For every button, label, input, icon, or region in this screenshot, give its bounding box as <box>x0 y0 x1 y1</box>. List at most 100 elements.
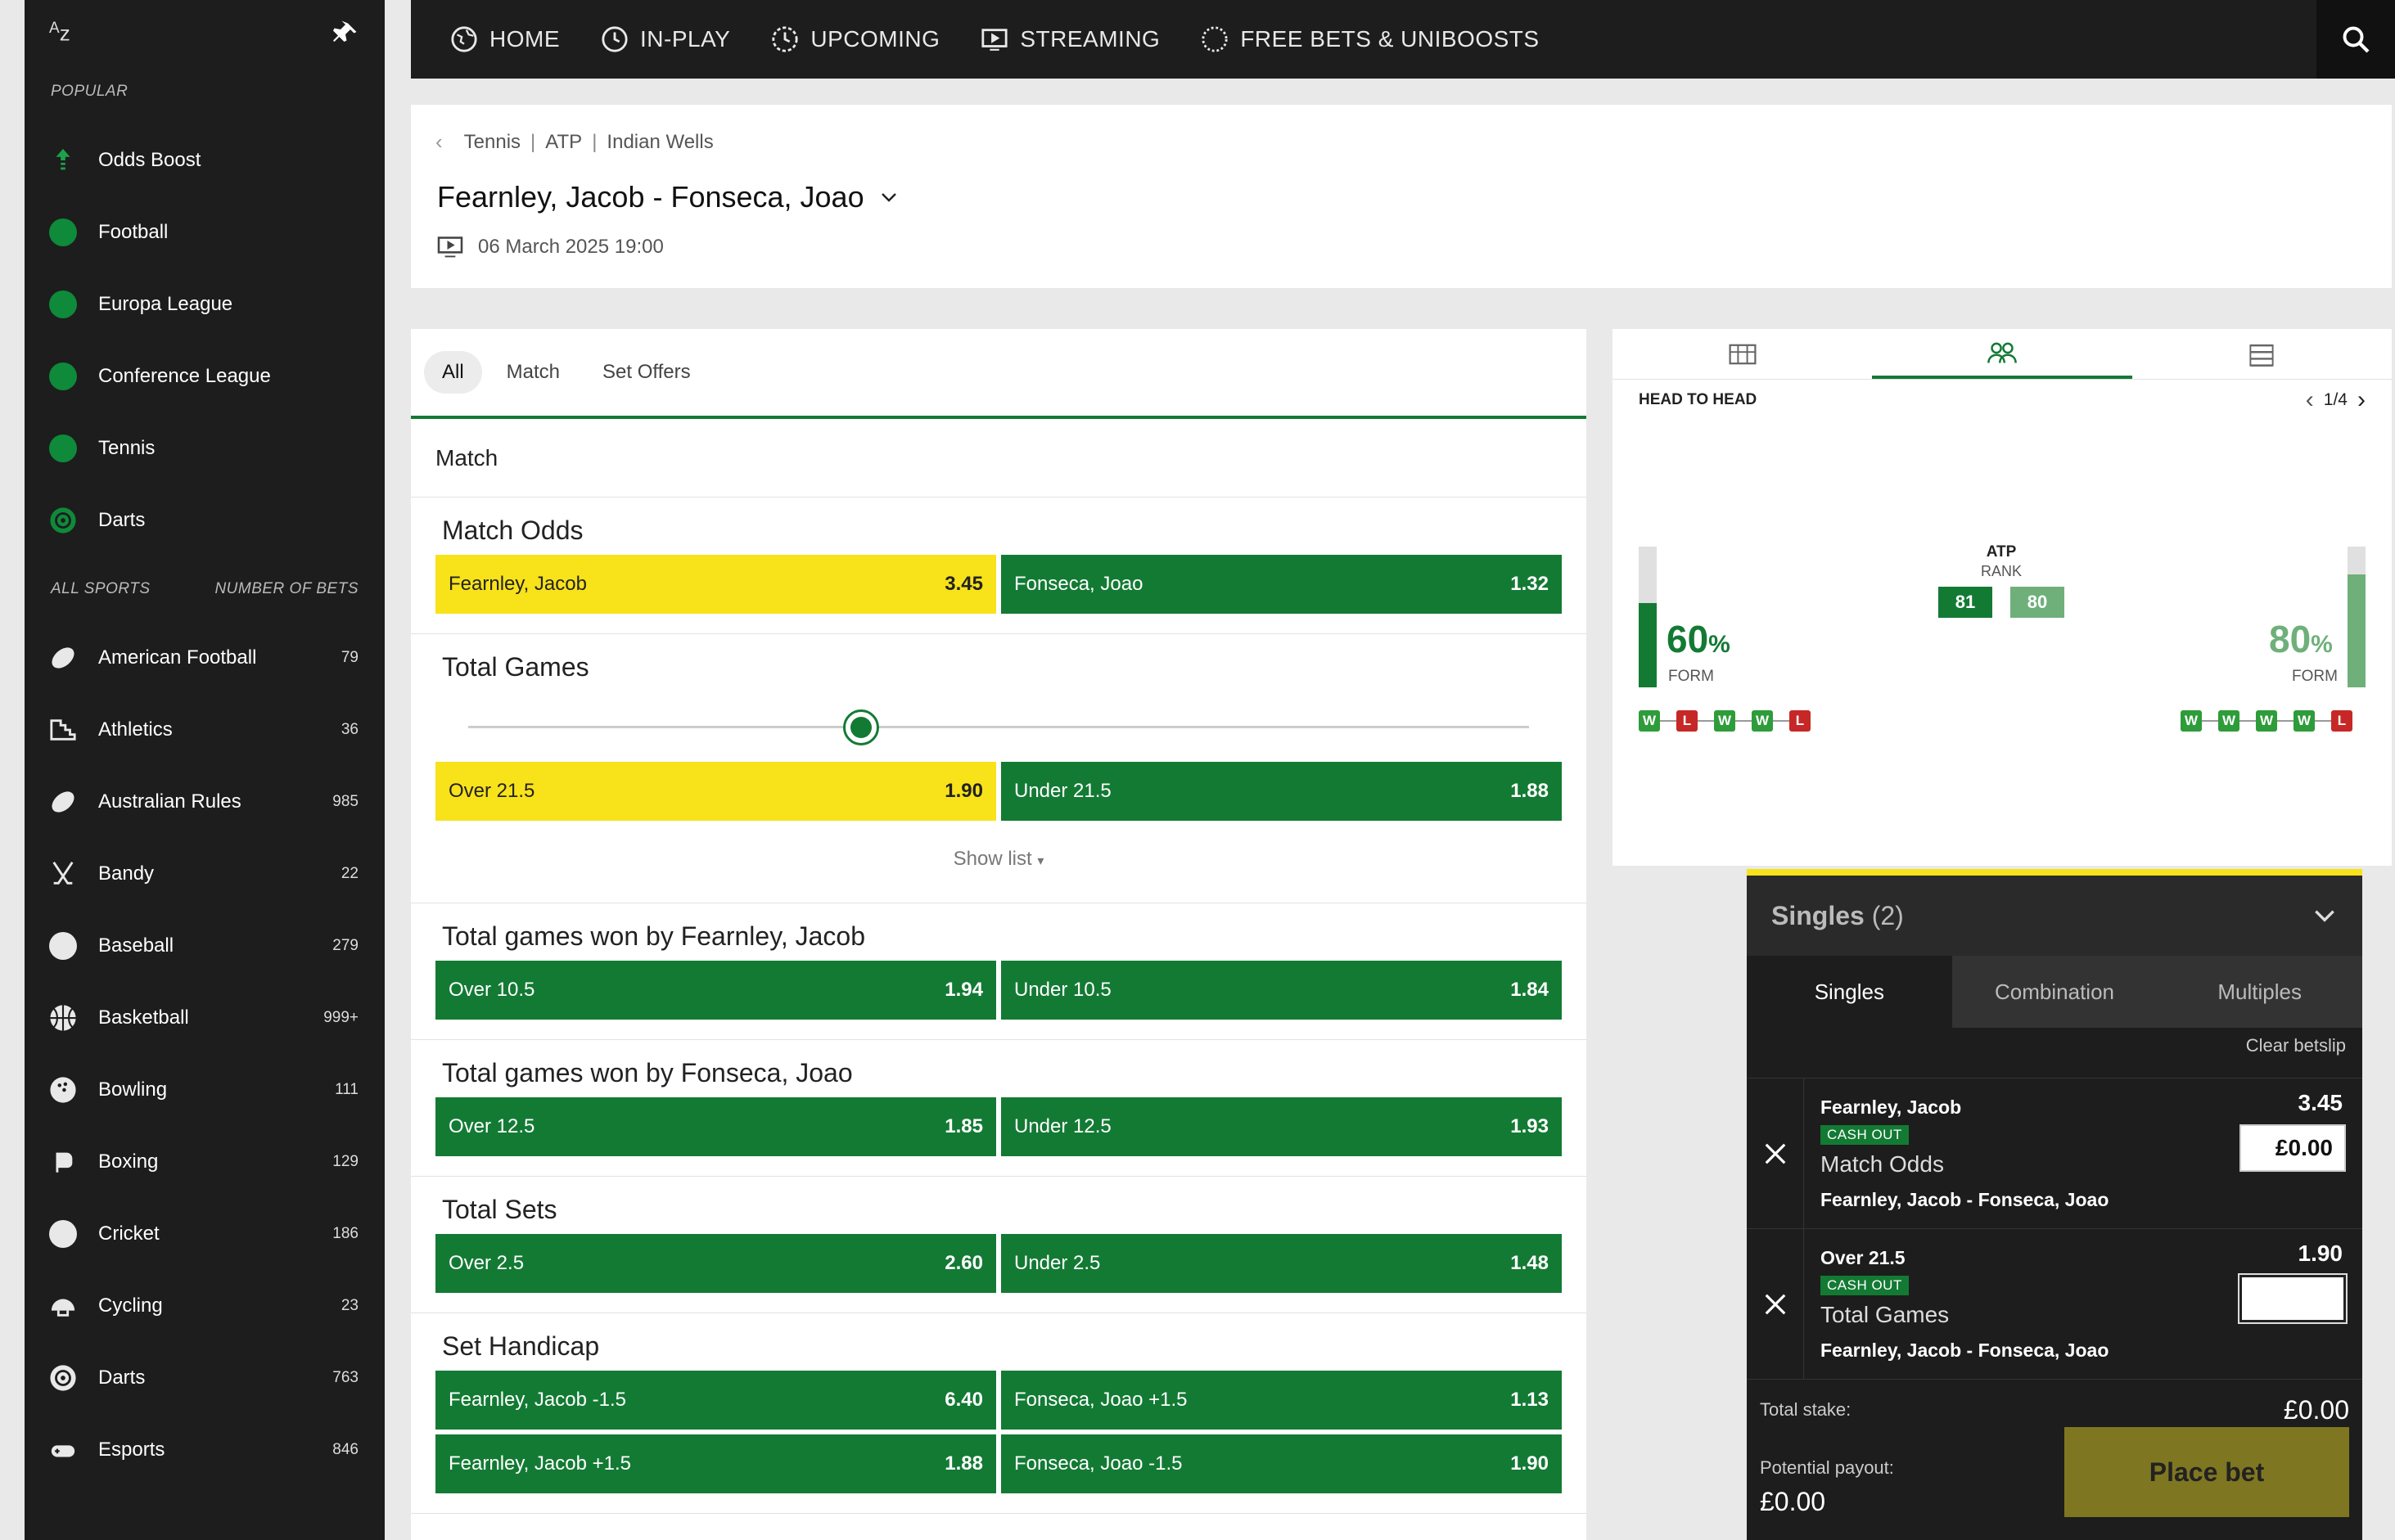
sidebar-item-label: Bowling <box>98 1078 168 1101</box>
odds-button[interactable]: Fonseca, Joao -1.5 1.90 <box>1001 1434 1562 1493</box>
event-title[interactable]: Fearnley, Jacob - Fonseca, Joao <box>437 180 899 214</box>
betslip-header[interactable]: Singles (2) <box>1747 876 2362 956</box>
boxing-glove-icon <box>56 1152 73 1173</box>
stake-input[interactable] <box>2238 1273 2348 1324</box>
sidebar-item-basketball[interactable]: Basketball 999+ <box>25 982 385 1054</box>
clear-betslip-link[interactable]: Clear betslip <box>1747 1028 2362 1078</box>
tab-multiples[interactable]: Multiples <box>2217 979 2302 1004</box>
baseball-icon <box>49 932 77 960</box>
back-chevron-icon[interactable]: ‹ <box>435 129 443 154</box>
odds-price: 1.32 <box>1510 573 1549 595</box>
odds-label: Over 12.5 <box>449 1115 535 1137</box>
football-icon <box>49 218 77 246</box>
sidebar-item-boxing[interactable]: Boxing 129 <box>25 1126 385 1198</box>
nav-home[interactable]: HOME <box>450 25 560 53</box>
tab-list[interactable] <box>2132 329 2392 379</box>
darts-icon <box>50 507 76 534</box>
tv-icon <box>437 236 463 258</box>
sidebar-item-label: Conference League <box>98 365 271 387</box>
stake-input[interactable] <box>2239 1124 2346 1172</box>
odds-button[interactable]: Fearnley, Jacob -1.5 6.40 <box>435 1371 996 1430</box>
sidebar-item-conference-league[interactable]: Conference League <box>25 340 385 412</box>
breadcrumb-tennis[interactable]: Tennis <box>463 130 521 153</box>
sidebar-item-athletics[interactable]: Athletics 36 <box>25 694 385 766</box>
section-header-match[interactable]: Match <box>411 419 1586 498</box>
scoreboard-icon <box>1729 344 1757 364</box>
search-button[interactable] <box>2316 0 2395 79</box>
list-icon <box>2249 344 2274 367</box>
away-form-percent-value: 80 <box>2269 618 2312 660</box>
odds-label: Fonseca, Joao +1.5 <box>1014 1389 1188 1411</box>
sidebar-item-australian-rules[interactable]: Australian Rules 985 <box>25 766 385 838</box>
breadcrumb-indian-wells[interactable]: Indian Wells <box>607 130 714 153</box>
nav-streaming[interactable]: STREAMING <box>981 25 1160 53</box>
number-of-bets-label: NUMBER OF BETS <box>214 580 359 597</box>
tab-match[interactable]: Match <box>506 361 561 383</box>
athletics-icon <box>50 719 76 741</box>
sidebar-item-cricket[interactable]: Cricket 186 <box>25 1198 385 1270</box>
bet-event: Fearnley, Jacob - Fonseca, Joao <box>1820 1189 2109 1210</box>
nav-label: UPCOMING <box>810 26 940 52</box>
tab-scoreboard[interactable] <box>1612 329 1872 379</box>
sidebar-item-europa-league[interactable]: Europa League <box>25 268 385 340</box>
total-games-slider[interactable] <box>435 691 1562 762</box>
tab-combination[interactable]: Combination <box>1995 979 2114 1004</box>
bet-details: Fearnley, Jacob CASH OUT Match Odds Fear… <box>1804 1078 2362 1228</box>
sidebar-item-football[interactable]: Football <box>25 196 385 268</box>
sidebar-item-bandy[interactable]: Bandy 22 <box>25 838 385 910</box>
pin-icon[interactable] <box>331 20 360 49</box>
result-connector <box>1735 720 1752 722</box>
odds-button[interactable]: Under 2.5 1.48 <box>1001 1234 1562 1293</box>
show-list-link[interactable]: Show list ▾ <box>435 826 1562 893</box>
tab-all[interactable]: All <box>424 351 482 394</box>
sidebar-item-label: Europa League <box>98 293 233 315</box>
tab-head-to-head[interactable] <box>1872 329 2132 379</box>
result-win-badge: W <box>2256 710 2277 732</box>
slider-handle[interactable] <box>842 709 879 745</box>
bet-selection: Over 21.5 <box>1820 1247 1906 1268</box>
nav-in-play[interactable]: IN-PLAY <box>601 25 730 53</box>
sidebar-item-odds-boost[interactable]: Odds Boost <box>25 124 385 196</box>
odds-button[interactable]: Fonseca, Joao +1.5 1.13 <box>1001 1371 1562 1430</box>
sidebar-item-american-football[interactable]: American Football 79 <box>25 622 385 694</box>
remove-bet-button[interactable] <box>1747 1078 1804 1228</box>
nav-upcoming[interactable]: UPCOMING <box>771 25 940 53</box>
chevron-right-icon[interactable]: › <box>2357 386 2366 413</box>
markets-panel: All Match Set Offers Match Match Odds Fe… <box>411 329 1586 1540</box>
odds-button[interactable]: Fearnley, Jacob +1.5 1.88 <box>435 1434 996 1493</box>
sidebar-item-tennis[interactable]: Tennis <box>25 412 385 484</box>
odds-button[interactable]: Fonseca, Joao 1.32 <box>1001 555 1562 614</box>
tab-set-offers[interactable]: Set Offers <box>602 361 691 383</box>
sidebar-item-bowling[interactable]: Bowling 111 <box>25 1054 385 1126</box>
odds-price: 1.93 <box>1510 1115 1549 1137</box>
event-datetime: 06 March 2025 19:00 <box>437 236 664 259</box>
tab-singles[interactable]: Singles <box>1747 956 1952 1028</box>
market-title: Total Games <box>442 652 589 682</box>
az-sort-icon[interactable]: Az <box>49 20 70 46</box>
odds-label: Fearnley, Jacob -1.5 <box>449 1389 626 1411</box>
place-bet-button[interactable]: Place bet <box>2064 1427 2349 1517</box>
sidebar-item-cycling[interactable]: Cycling 23 <box>25 1270 385 1342</box>
percent-sign: % <box>2311 631 2333 658</box>
chevron-down-icon[interactable] <box>2312 903 2338 929</box>
odds-button[interactable]: Over 2.5 2.60 <box>435 1234 996 1293</box>
odds-button[interactable]: Over 10.5 1.94 <box>435 961 996 1020</box>
tv-icon <box>981 29 1008 51</box>
odds-button[interactable]: Over 12.5 1.85 <box>435 1097 996 1156</box>
odds-button[interactable]: Under 12.5 1.93 <box>1001 1097 1562 1156</box>
odds-button[interactable]: Under 10.5 1.84 <box>1001 961 1562 1020</box>
stats-tabs <box>1612 329 2392 380</box>
odds-button[interactable]: Under 21.5 1.88 <box>1001 762 1562 821</box>
nav-free-bets[interactable]: FREE BETS & UNIBOOSTS <box>1201 25 1539 53</box>
odds-button[interactable]: Over 21.5 1.90 <box>435 762 996 821</box>
sidebar-item-darts[interactable]: Darts <box>25 484 385 556</box>
breadcrumb-atp[interactable]: ATP <box>545 130 583 153</box>
bet-market: Match Odds <box>1820 1151 1944 1177</box>
sidebar-item-darts-all[interactable]: Darts 763 <box>25 1342 385 1414</box>
odds-button[interactable]: Fearnley, Jacob 3.45 <box>435 555 996 614</box>
sidebar-item-baseball[interactable]: Baseball 279 <box>25 910 385 982</box>
market-title: Total games won by Fearnley, Jacob <box>442 921 865 951</box>
sidebar-item-esports[interactable]: Esports 846 <box>25 1414 385 1486</box>
chevron-left-icon[interactable]: ‹ <box>2305 386 2314 413</box>
remove-bet-button[interactable] <box>1747 1229 1804 1379</box>
